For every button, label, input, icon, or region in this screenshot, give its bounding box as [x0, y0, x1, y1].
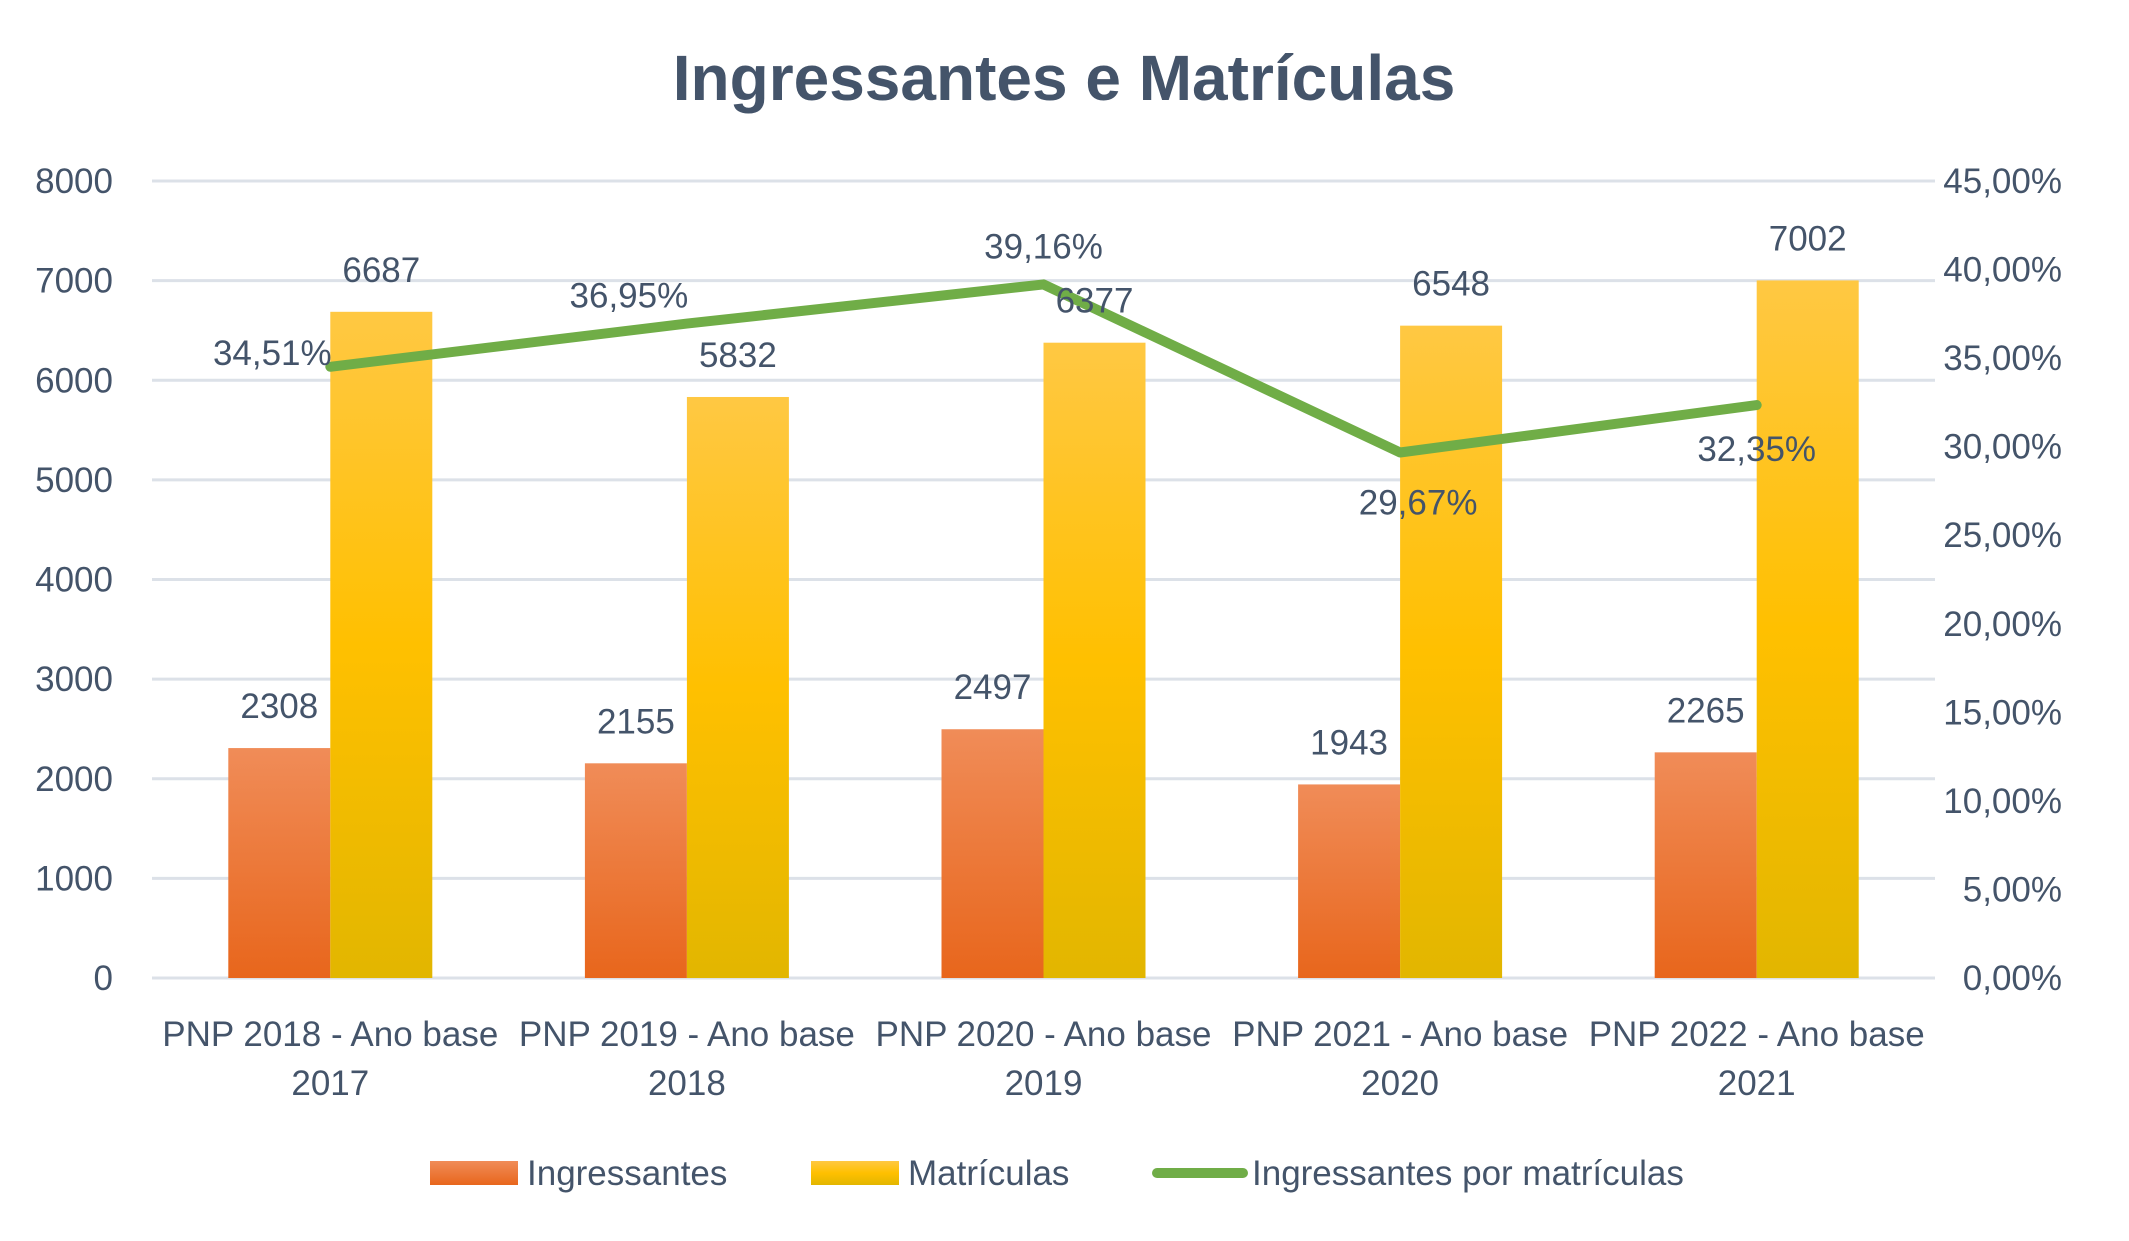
data-label-matriculas: 7002	[1769, 219, 1847, 258]
chart-title: Ingressantes e Matrículas	[673, 42, 1456, 114]
right-tick-label: 5,00%	[1963, 870, 2062, 909]
data-label-matriculas: 5832	[699, 336, 777, 375]
data-label-ratio: 29,67%	[1359, 484, 1478, 523]
left-tick-label: 4000	[35, 561, 113, 600]
legend: Ingressantes Matrículas Ingressantes por m…	[430, 1154, 1684, 1193]
right-tick-label: 0,00%	[1963, 959, 2062, 998]
x-label-line2: 2019	[1005, 1064, 1083, 1103]
x-label-line1: PNP 2018 - Ano base	[162, 1015, 498, 1054]
data-labels: 2308 6687 2155 5832 2497 6377 1943 6548 2265 7002…	[213, 219, 1847, 762]
left-tick-label: 8000	[35, 162, 113, 201]
right-tick-label: 10,00%	[1943, 782, 2062, 821]
bar-matriculas	[1043, 342, 1146, 978]
left-tick-label: 3000	[35, 660, 113, 699]
bar-matriculas	[330, 311, 433, 978]
left-tick-label: 6000	[35, 361, 113, 400]
legend-label-ingressantes: Ingressantes	[527, 1154, 727, 1193]
x-label-line1: PNP 2019 - Ano base	[519, 1015, 855, 1054]
legend-swatch-ingressantes	[430, 1161, 518, 1185]
legend-label-matriculas: Matrículas	[908, 1154, 1069, 1193]
x-label-line1: PNP 2022 - Ano base	[1589, 1015, 1925, 1054]
data-label-ratio: 39,16%	[984, 227, 1103, 266]
x-label-line2: 2017	[291, 1064, 369, 1103]
x-label-line2: 2020	[1361, 1064, 1439, 1103]
left-tick-label: 7000	[35, 262, 113, 301]
data-label-ingressantes: 2308	[240, 687, 318, 726]
data-label-ratio: 32,35%	[1697, 430, 1816, 469]
right-tick-label: 15,00%	[1943, 693, 2062, 732]
bar-matriculas	[1756, 280, 1859, 978]
left-tick-label: 2000	[35, 760, 113, 799]
x-label-line1: PNP 2020 - Ano base	[876, 1015, 1212, 1054]
bar-matriculas	[1400, 325, 1503, 978]
data-label-matriculas: 6687	[342, 251, 420, 290]
right-tick-label: 45,00%	[1943, 162, 2062, 201]
left-tick-label: 0	[94, 959, 113, 998]
data-label-matriculas: 6377	[1056, 282, 1134, 321]
data-label-ingressantes: 1943	[1310, 723, 1388, 762]
bar-ingressantes	[228, 748, 331, 978]
right-tick-label: 20,00%	[1943, 605, 2062, 644]
data-label-ratio: 36,95%	[570, 277, 689, 316]
data-label-matriculas: 6548	[1412, 265, 1490, 304]
right-tick-label: 40,00%	[1943, 251, 2062, 290]
legend-label-ratio: Ingressantes por matrículas	[1252, 1154, 1684, 1193]
right-tick-label: 35,00%	[1943, 339, 2062, 378]
bar-ingressantes	[1298, 784, 1401, 978]
left-tick-label: 5000	[35, 461, 113, 500]
x-label-line1: PNP 2021 - Ano base	[1232, 1015, 1568, 1054]
x-label-line2: 2021	[1718, 1064, 1796, 1103]
left-axis-ticks: 0 1000 2000 3000 4000 5000 6000 7000 8000	[35, 162, 113, 998]
data-label-ingressantes: 2265	[1667, 691, 1745, 730]
legend-swatch-matriculas	[811, 1161, 899, 1185]
bar-matriculas	[686, 396, 789, 978]
data-label-ratio: 34,51%	[213, 334, 332, 373]
left-tick-label: 1000	[35, 859, 113, 898]
x-label-line2: 2018	[648, 1064, 726, 1103]
right-axis-ticks: 0,00% 5,00% 10,00% 15,00% 20,00% 25,00% 30,00%…	[1943, 162, 2062, 998]
right-tick-label: 25,00%	[1943, 516, 2062, 555]
bars	[228, 280, 1859, 978]
bar-ingressantes	[584, 763, 687, 978]
data-label-ingressantes: 2155	[597, 702, 675, 741]
ratio-line	[325, 279, 1762, 458]
bar-ingressantes	[1654, 752, 1757, 978]
x-axis-labels: PNP 2018 - Ano base 2017 PNP 2019 - Ano ba…	[162, 1015, 1924, 1103]
right-tick-label: 30,00%	[1943, 428, 2062, 467]
data-label-ingressantes: 2497	[954, 668, 1032, 707]
bar-ingressantes	[941, 729, 1044, 978]
